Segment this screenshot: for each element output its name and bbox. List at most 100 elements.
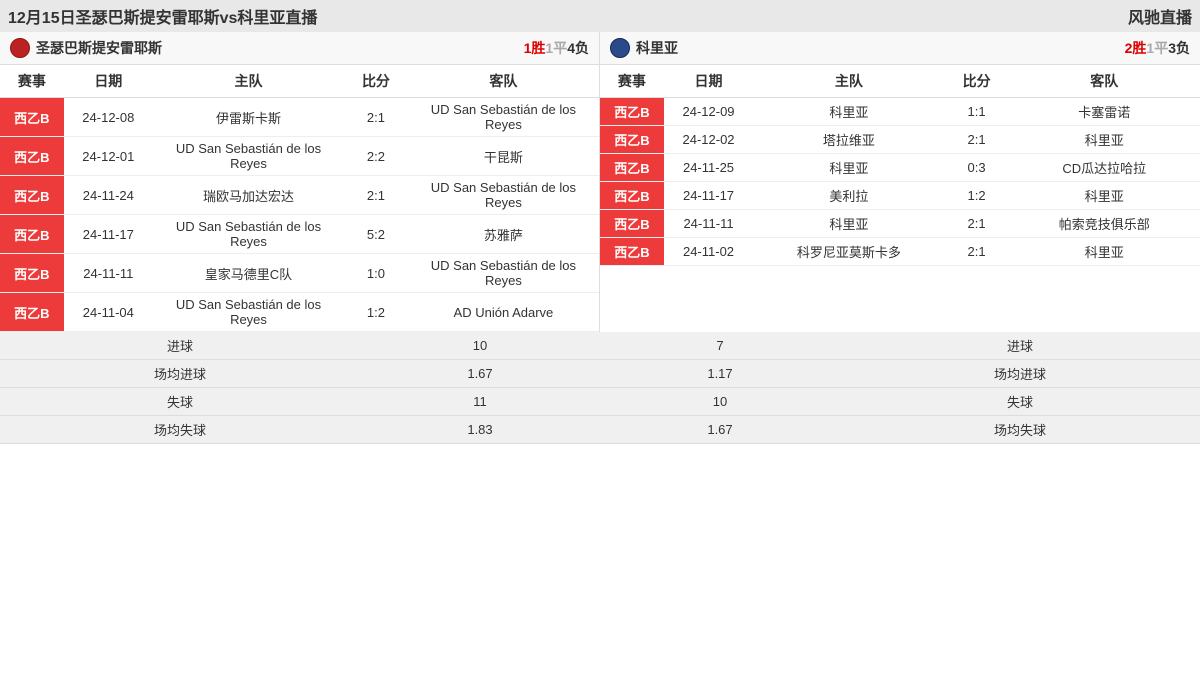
right-panel: 科里亚 2胜1平3负 赛事 日期 主队 比分 客队 西乙B24-12-09科里亚… xyxy=(600,32,1200,332)
cell-comp: 西乙B xyxy=(0,176,64,215)
cell-score: 1:2 xyxy=(945,182,1009,210)
summary-label: 场均进球 xyxy=(840,360,1200,388)
cell-comp: 西乙B xyxy=(600,154,664,182)
table-row[interactable]: 西乙B24-12-08伊雷斯卡斯2:1UD San Sebastián de l… xyxy=(0,98,599,137)
left-record-win: 1胜 xyxy=(524,40,546,56)
summary-value: 7 xyxy=(600,332,840,360)
col-date: 日期 xyxy=(664,65,753,98)
cell-score: 0:3 xyxy=(945,154,1009,182)
summary-label: 场均进球 xyxy=(0,360,360,388)
right-team-badge-icon xyxy=(610,38,630,58)
table-header-row: 赛事 日期 主队 比分 客队 xyxy=(0,65,599,98)
table-row[interactable]: 西乙B24-12-02塔拉维亚2:1科里亚 xyxy=(600,126,1200,154)
cell-away: AD Unión Adarve xyxy=(408,293,599,332)
cell-home: 科罗尼亚莫斯卡多 xyxy=(753,238,944,266)
summary-value: 11 xyxy=(360,388,600,416)
cell-comp: 西乙B xyxy=(0,215,64,254)
summary-label: 失球 xyxy=(0,388,360,416)
page-header: 12月15日圣瑟巴斯提安雷耶斯vs科里亚直播 风驰直播 xyxy=(0,0,1200,32)
cell-away: 卡塞雷诺 xyxy=(1009,98,1200,126)
cell-away: CD瓜达拉哈拉 xyxy=(1009,154,1200,182)
table-row[interactable]: 西乙B24-11-17UD San Sebastián de los Reyes… xyxy=(0,215,599,254)
table-row[interactable]: 西乙B24-11-11皇家马德里C队1:0UD San Sebastián de… xyxy=(0,254,599,293)
summary-value: 1.67 xyxy=(600,416,840,444)
col-score: 比分 xyxy=(945,65,1009,98)
cell-date: 24-11-24 xyxy=(64,176,153,215)
cell-score: 2:1 xyxy=(945,126,1009,154)
cell-date: 24-11-04 xyxy=(64,293,153,332)
table-row[interactable]: 西乙B24-11-17美利拉1:2科里亚 xyxy=(600,182,1200,210)
table-row[interactable]: 西乙B24-11-04UD San Sebastián de los Reyes… xyxy=(0,293,599,332)
right-team-header: 科里亚 2胜1平3负 xyxy=(600,32,1200,65)
cell-away: 苏雅萨 xyxy=(408,215,599,254)
right-record-win: 2胜 xyxy=(1125,40,1147,56)
cell-date: 24-11-17 xyxy=(664,182,753,210)
summary-label: 进球 xyxy=(0,332,360,360)
summary-label: 失球 xyxy=(840,388,1200,416)
cell-score: 2:2 xyxy=(344,137,408,176)
cell-score: 1:1 xyxy=(945,98,1009,126)
site-name: 风驰直播 xyxy=(1128,4,1192,28)
table-row[interactable]: 西乙B24-11-24瑞欧马加达宏达2:1UD San Sebastián de… xyxy=(0,176,599,215)
cell-date: 24-11-25 xyxy=(664,154,753,182)
cell-comp: 西乙B xyxy=(600,126,664,154)
table-row[interactable]: 西乙B24-12-09科里亚1:1卡塞雷诺 xyxy=(600,98,1200,126)
cell-score: 5:2 xyxy=(344,215,408,254)
summary-label: 进球 xyxy=(840,332,1200,360)
col-home: 主队 xyxy=(153,65,344,98)
cell-comp: 西乙B xyxy=(0,98,64,137)
cell-away: 科里亚 xyxy=(1009,126,1200,154)
summary-row: 10失球 xyxy=(600,388,1200,416)
cell-date: 24-12-09 xyxy=(664,98,753,126)
cell-home: 科里亚 xyxy=(753,210,944,238)
right-record-lose: 3负 xyxy=(1168,40,1190,56)
summary-row: 进球10 xyxy=(0,332,600,360)
cell-away: 科里亚 xyxy=(1009,182,1200,210)
cell-away: UD San Sebastián de los Reyes xyxy=(408,254,599,293)
right-summary: 7进球1.17场均进球10失球1.67场均失球 xyxy=(600,332,1200,444)
cell-comp: 西乙B xyxy=(600,238,664,266)
cell-home: UD San Sebastián de los Reyes xyxy=(153,293,344,332)
summary-section: 进球10场均进球1.67失球11场均失球1.83 7进球1.17场均进球10失球… xyxy=(0,332,1200,444)
cell-home: 伊雷斯卡斯 xyxy=(153,98,344,137)
cell-home: UD San Sebastián de los Reyes xyxy=(153,137,344,176)
table-header-row: 赛事 日期 主队 比分 客队 xyxy=(600,65,1200,98)
cell-date: 24-12-02 xyxy=(664,126,753,154)
cell-home: UD San Sebastián de los Reyes xyxy=(153,215,344,254)
table-row[interactable]: 西乙B24-11-11科里亚2:1帕索竞技俱乐部 xyxy=(600,210,1200,238)
cell-comp: 西乙B xyxy=(600,182,664,210)
summary-value: 10 xyxy=(600,388,840,416)
cell-date: 24-12-08 xyxy=(64,98,153,137)
summary-row: 场均失球1.83 xyxy=(0,416,600,444)
summary-row: 场均进球1.67 xyxy=(0,360,600,388)
summary-value: 1.67 xyxy=(360,360,600,388)
summary-row: 失球11 xyxy=(0,388,600,416)
right-match-table: 赛事 日期 主队 比分 客队 西乙B24-12-09科里亚1:1卡塞雷诺西乙B2… xyxy=(600,65,1200,266)
cell-home: 科里亚 xyxy=(753,154,944,182)
cell-date: 24-11-11 xyxy=(64,254,153,293)
summary-value: 1.17 xyxy=(600,360,840,388)
col-date: 日期 xyxy=(64,65,153,98)
left-team-badge-icon xyxy=(10,38,30,58)
left-record-lose: 4负 xyxy=(567,40,589,56)
col-away: 客队 xyxy=(1009,65,1200,98)
right-record-draw: 1平 xyxy=(1146,40,1168,56)
cell-home: 塔拉维亚 xyxy=(753,126,944,154)
col-comp: 赛事 xyxy=(600,65,664,98)
cell-away: 帕索竞技俱乐部 xyxy=(1009,210,1200,238)
summary-label: 场均失球 xyxy=(840,416,1200,444)
table-row[interactable]: 西乙B24-11-02科罗尼亚莫斯卡多2:1科里亚 xyxy=(600,238,1200,266)
cell-date: 24-12-01 xyxy=(64,137,153,176)
cell-comp: 西乙B xyxy=(0,293,64,332)
cell-score: 2:1 xyxy=(945,210,1009,238)
left-record-draw: 1平 xyxy=(545,40,567,56)
cell-home: 皇家马德里C队 xyxy=(153,254,344,293)
cell-score: 1:2 xyxy=(344,293,408,332)
right-record: 2胜1平3负 xyxy=(1125,38,1190,58)
cell-score: 2:1 xyxy=(344,98,408,137)
table-row[interactable]: 西乙B24-11-25科里亚0:3CD瓜达拉哈拉 xyxy=(600,154,1200,182)
table-row[interactable]: 西乙B24-12-01UD San Sebastián de los Reyes… xyxy=(0,137,599,176)
cell-comp: 西乙B xyxy=(0,254,64,293)
col-home: 主队 xyxy=(753,65,944,98)
cell-date: 24-11-02 xyxy=(664,238,753,266)
